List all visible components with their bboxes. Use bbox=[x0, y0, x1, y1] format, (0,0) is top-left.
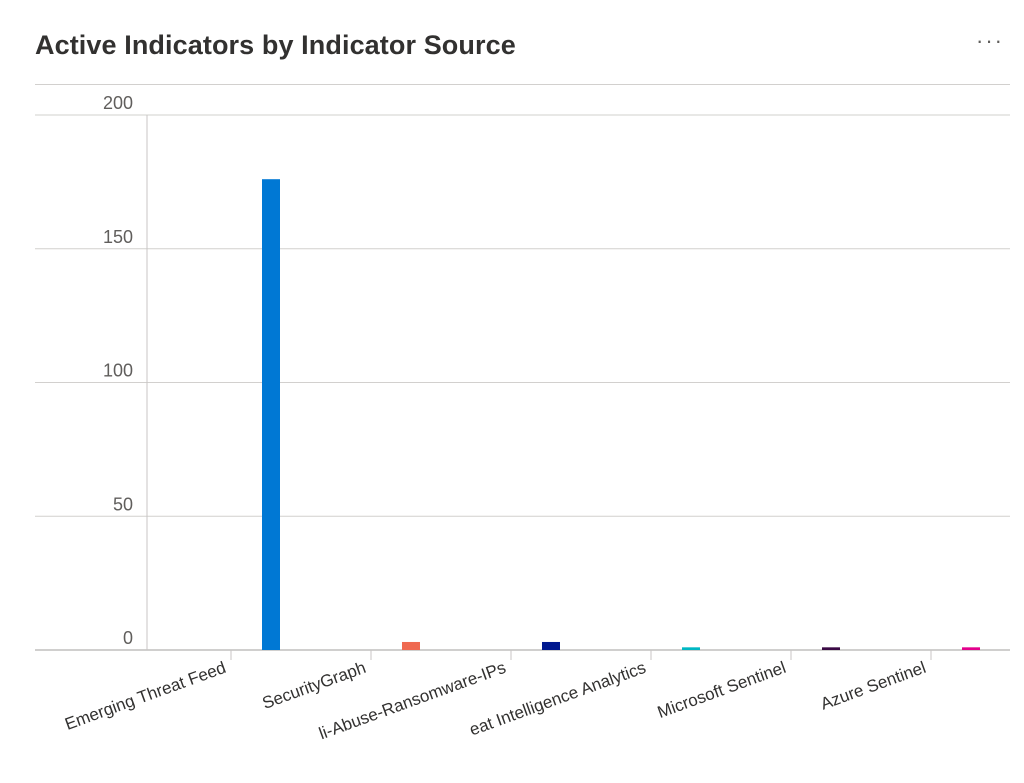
y-tick-label: 100 bbox=[103, 361, 133, 381]
more-options-icon[interactable]: ··· bbox=[976, 28, 1004, 53]
x-tick-label: SecurityGraph bbox=[260, 658, 369, 713]
chart-title: Active Indicators by Indicator Source bbox=[35, 30, 516, 60]
x-tick-label: Emerging Threat Feed bbox=[62, 658, 228, 734]
bar-1[interactable] bbox=[402, 641, 420, 650]
y-tick-label: 150 bbox=[103, 227, 133, 247]
y-tick-label: 200 bbox=[103, 93, 133, 113]
y-tick-label: 50 bbox=[113, 494, 133, 514]
bar-3[interactable] bbox=[682, 647, 700, 650]
grid-lines bbox=[35, 114, 1010, 651]
bar-4[interactable] bbox=[822, 647, 840, 650]
x-tick-label: Microsoft Sentinel bbox=[655, 658, 788, 722]
x-axis-ticks: Emerging Threat Feed SecurityGraphli-Abus… bbox=[62, 650, 932, 743]
y-tick-label: 0 bbox=[123, 628, 133, 648]
title-divider bbox=[35, 84, 1010, 85]
bar-0[interactable] bbox=[262, 179, 280, 650]
bars bbox=[262, 179, 980, 650]
y-axis-ticks: 0 50 100 150 200 bbox=[103, 93, 133, 648]
bar-2[interactable] bbox=[542, 641, 560, 650]
bar-5[interactable] bbox=[962, 647, 980, 650]
x-tick-label: Azure Sentinel bbox=[818, 658, 928, 714]
